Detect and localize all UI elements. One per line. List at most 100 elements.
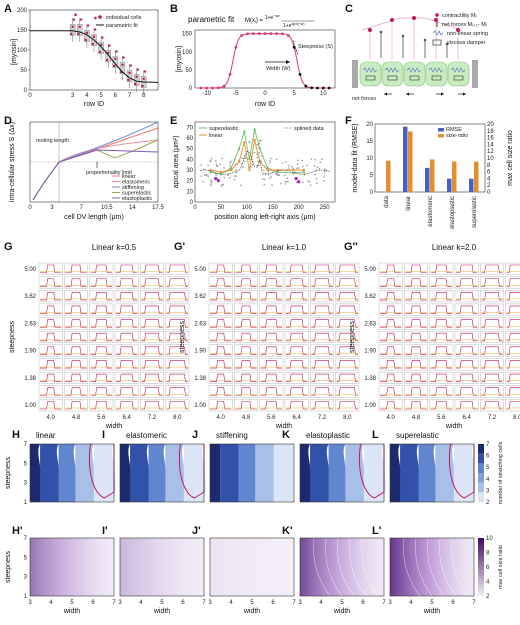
mini-plot — [140, 399, 164, 412]
myosin-profile — [40, 373, 62, 383]
mini-plot — [165, 358, 190, 371]
spring — [384, 67, 400, 73]
cell-point — [91, 42, 95, 46]
myosin-profile — [166, 387, 188, 396]
myosin-profile — [405, 387, 427, 396]
mini-plot — [429, 358, 454, 371]
panel-g-1: G' Linear k=1.0 steepness width 5.00 3.62 2.63… — [174, 241, 360, 430]
area-point — [270, 176, 272, 178]
mini-plot — [378, 262, 403, 275]
panel-title: stiffening — [216, 431, 248, 440]
y-tick-label: 50 — [186, 147, 193, 153]
myosin-profile — [286, 264, 308, 273]
panel-label: K' — [282, 525, 293, 537]
mini-plot — [378, 303, 403, 316]
myosin-profile — [65, 401, 87, 410]
myosin-profile — [481, 401, 503, 410]
colorbar-tick: 4 — [486, 477, 490, 483]
myosin-profile — [260, 360, 282, 369]
stretch-region — [328, 444, 348, 502]
area-point — [283, 174, 286, 176]
data-point — [240, 34, 244, 37]
x-tick-label: 7 — [128, 93, 132, 99]
mini-plot — [310, 290, 334, 303]
mini-plot — [429, 317, 454, 330]
panel-axes — [209, 537, 295, 597]
area-point — [301, 165, 304, 168]
cell-point — [121, 63, 124, 66]
mini-plot — [378, 399, 403, 412]
x-tick-label: 7 — [202, 600, 206, 606]
myosin-profile — [430, 264, 452, 273]
x-tick-label: 7.2 — [488, 415, 497, 421]
spring — [362, 67, 378, 73]
mini-plot — [454, 317, 479, 330]
mini-plot — [284, 344, 309, 357]
y-tick-label: 10 — [186, 189, 193, 195]
mini-plot — [64, 290, 88, 303]
cell-point — [94, 16, 97, 20]
area-point — [270, 157, 272, 160]
myosin-profile — [65, 305, 87, 314]
y-tick-label: 40 — [186, 157, 193, 163]
myosin-profile — [430, 360, 452, 369]
area-point — [313, 165, 316, 167]
area-point — [295, 181, 298, 184]
mini-plot — [208, 276, 233, 289]
superelastic-line-point — [253, 128, 256, 131]
stretch-region — [345, 444, 366, 502]
mini-plot — [454, 262, 479, 275]
y-tick-label: 10 — [366, 156, 373, 162]
mini-plot — [234, 399, 258, 412]
x-tick-label: 50 — [218, 205, 225, 211]
myosin-profile — [506, 278, 520, 287]
myosin-profile — [481, 264, 503, 273]
mini-plot — [165, 262, 190, 275]
myosin-profile — [235, 291, 257, 301]
mini-plot — [114, 317, 139, 330]
colorbar-tick: 8 — [486, 551, 490, 557]
myosin-profile — [311, 264, 333, 273]
legend-linear: linear — [209, 133, 223, 139]
myosin-profile — [311, 278, 333, 287]
area-point — [297, 167, 300, 169]
mini-plot — [429, 290, 454, 303]
y-tick-label: 5 — [370, 173, 374, 179]
mini-plot — [38, 303, 63, 316]
mini-plot — [89, 303, 114, 316]
box — [98, 42, 104, 54]
mini-plot — [165, 303, 190, 316]
mini-plot — [480, 262, 504, 275]
y2-tick-label: 12 — [487, 149, 494, 155]
mini-plot — [165, 330, 190, 344]
stretch-region — [238, 444, 256, 502]
myosin-profile — [116, 373, 138, 383]
damper — [453, 75, 464, 81]
mini-plot — [505, 317, 520, 330]
myosin-profile — [166, 360, 188, 369]
colorbar-swatch — [478, 492, 484, 502]
area-point — [275, 158, 278, 161]
legend-damper: viscous damper — [447, 40, 486, 46]
panel-d-label: D — [4, 115, 12, 127]
myosin-profile — [336, 291, 358, 301]
mini-plot — [505, 276, 520, 289]
ratio-heatmap — [300, 538, 384, 596]
mini-plot — [454, 303, 479, 316]
resting-length-label: resting length — [36, 138, 69, 144]
cell-point — [108, 44, 111, 47]
y-tick-label: 30 — [186, 168, 193, 174]
superelastic-line-point — [209, 170, 212, 174]
myosin-profile — [40, 319, 62, 328]
linear-line-point — [243, 141, 246, 144]
area-point — [219, 163, 221, 166]
mini-plot — [259, 317, 284, 330]
mini-plot — [310, 385, 334, 398]
width-axis-label: width — [63, 608, 80, 615]
mini-plot — [64, 358, 88, 371]
x-tick-label: 4 — [85, 93, 89, 99]
panel-axes — [299, 537, 385, 597]
force-arrowhead-icon — [384, 92, 387, 96]
myosin-profile — [405, 373, 427, 383]
x-tick-label: 7 — [80, 205, 84, 211]
